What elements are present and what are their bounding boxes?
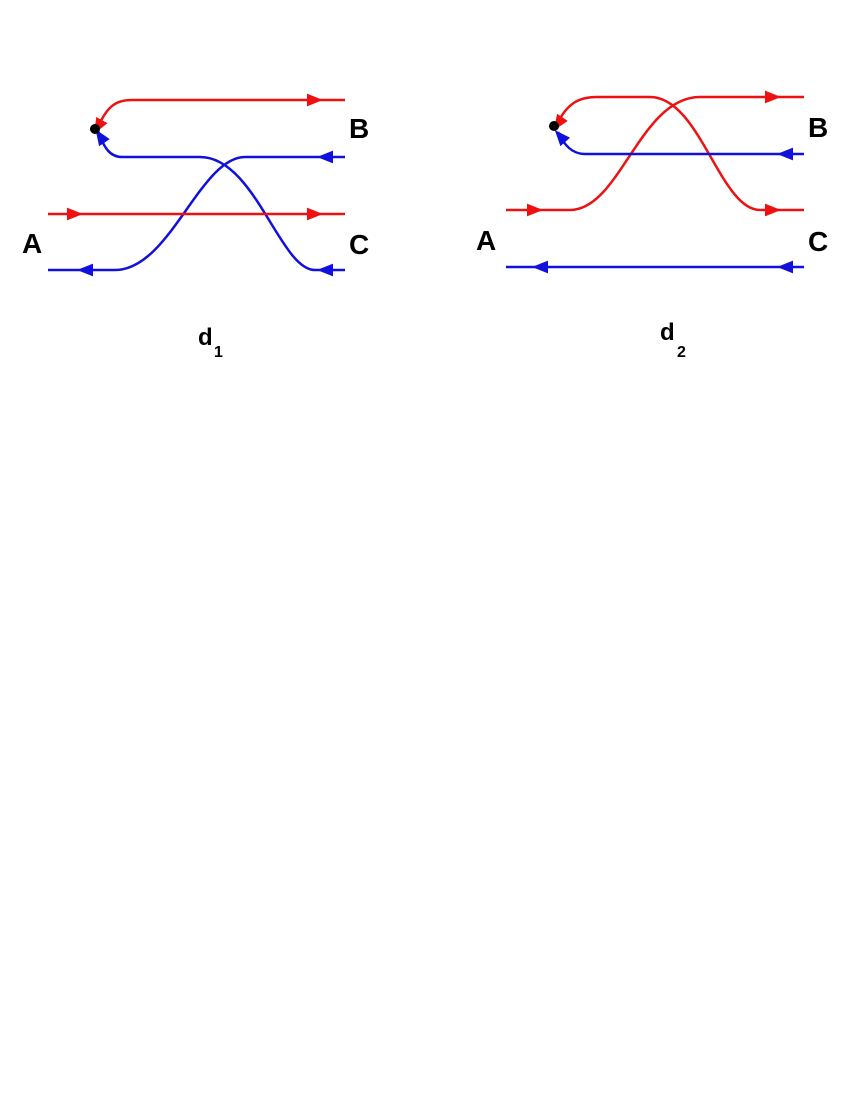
d2-label-b: B — [808, 112, 828, 143]
d1-subscript: 1 — [214, 344, 223, 361]
d1-label-b: B — [349, 113, 369, 144]
d1-name: d — [198, 324, 213, 351]
d1-label-c: C — [349, 229, 369, 260]
diagram-d2: A B C d 2 — [476, 90, 828, 361]
d2-vertex-dot — [549, 121, 559, 131]
d2-blue-line-b-to-vertex — [556, 131, 804, 156]
d2-name: d — [660, 319, 675, 346]
diagram-d1: A B C d 1 — [22, 93, 369, 361]
d2-label-c: C — [808, 226, 828, 257]
d2-label-a: A — [476, 225, 496, 256]
d1-red-line-vertex-to-b — [96, 98, 345, 128]
d1-vertex-dot — [90, 124, 100, 134]
d1-label-a: A — [22, 228, 42, 259]
d1-blue-line-c-to-vertex — [96, 130, 345, 272]
d2-subscript: 2 — [677, 344, 686, 361]
